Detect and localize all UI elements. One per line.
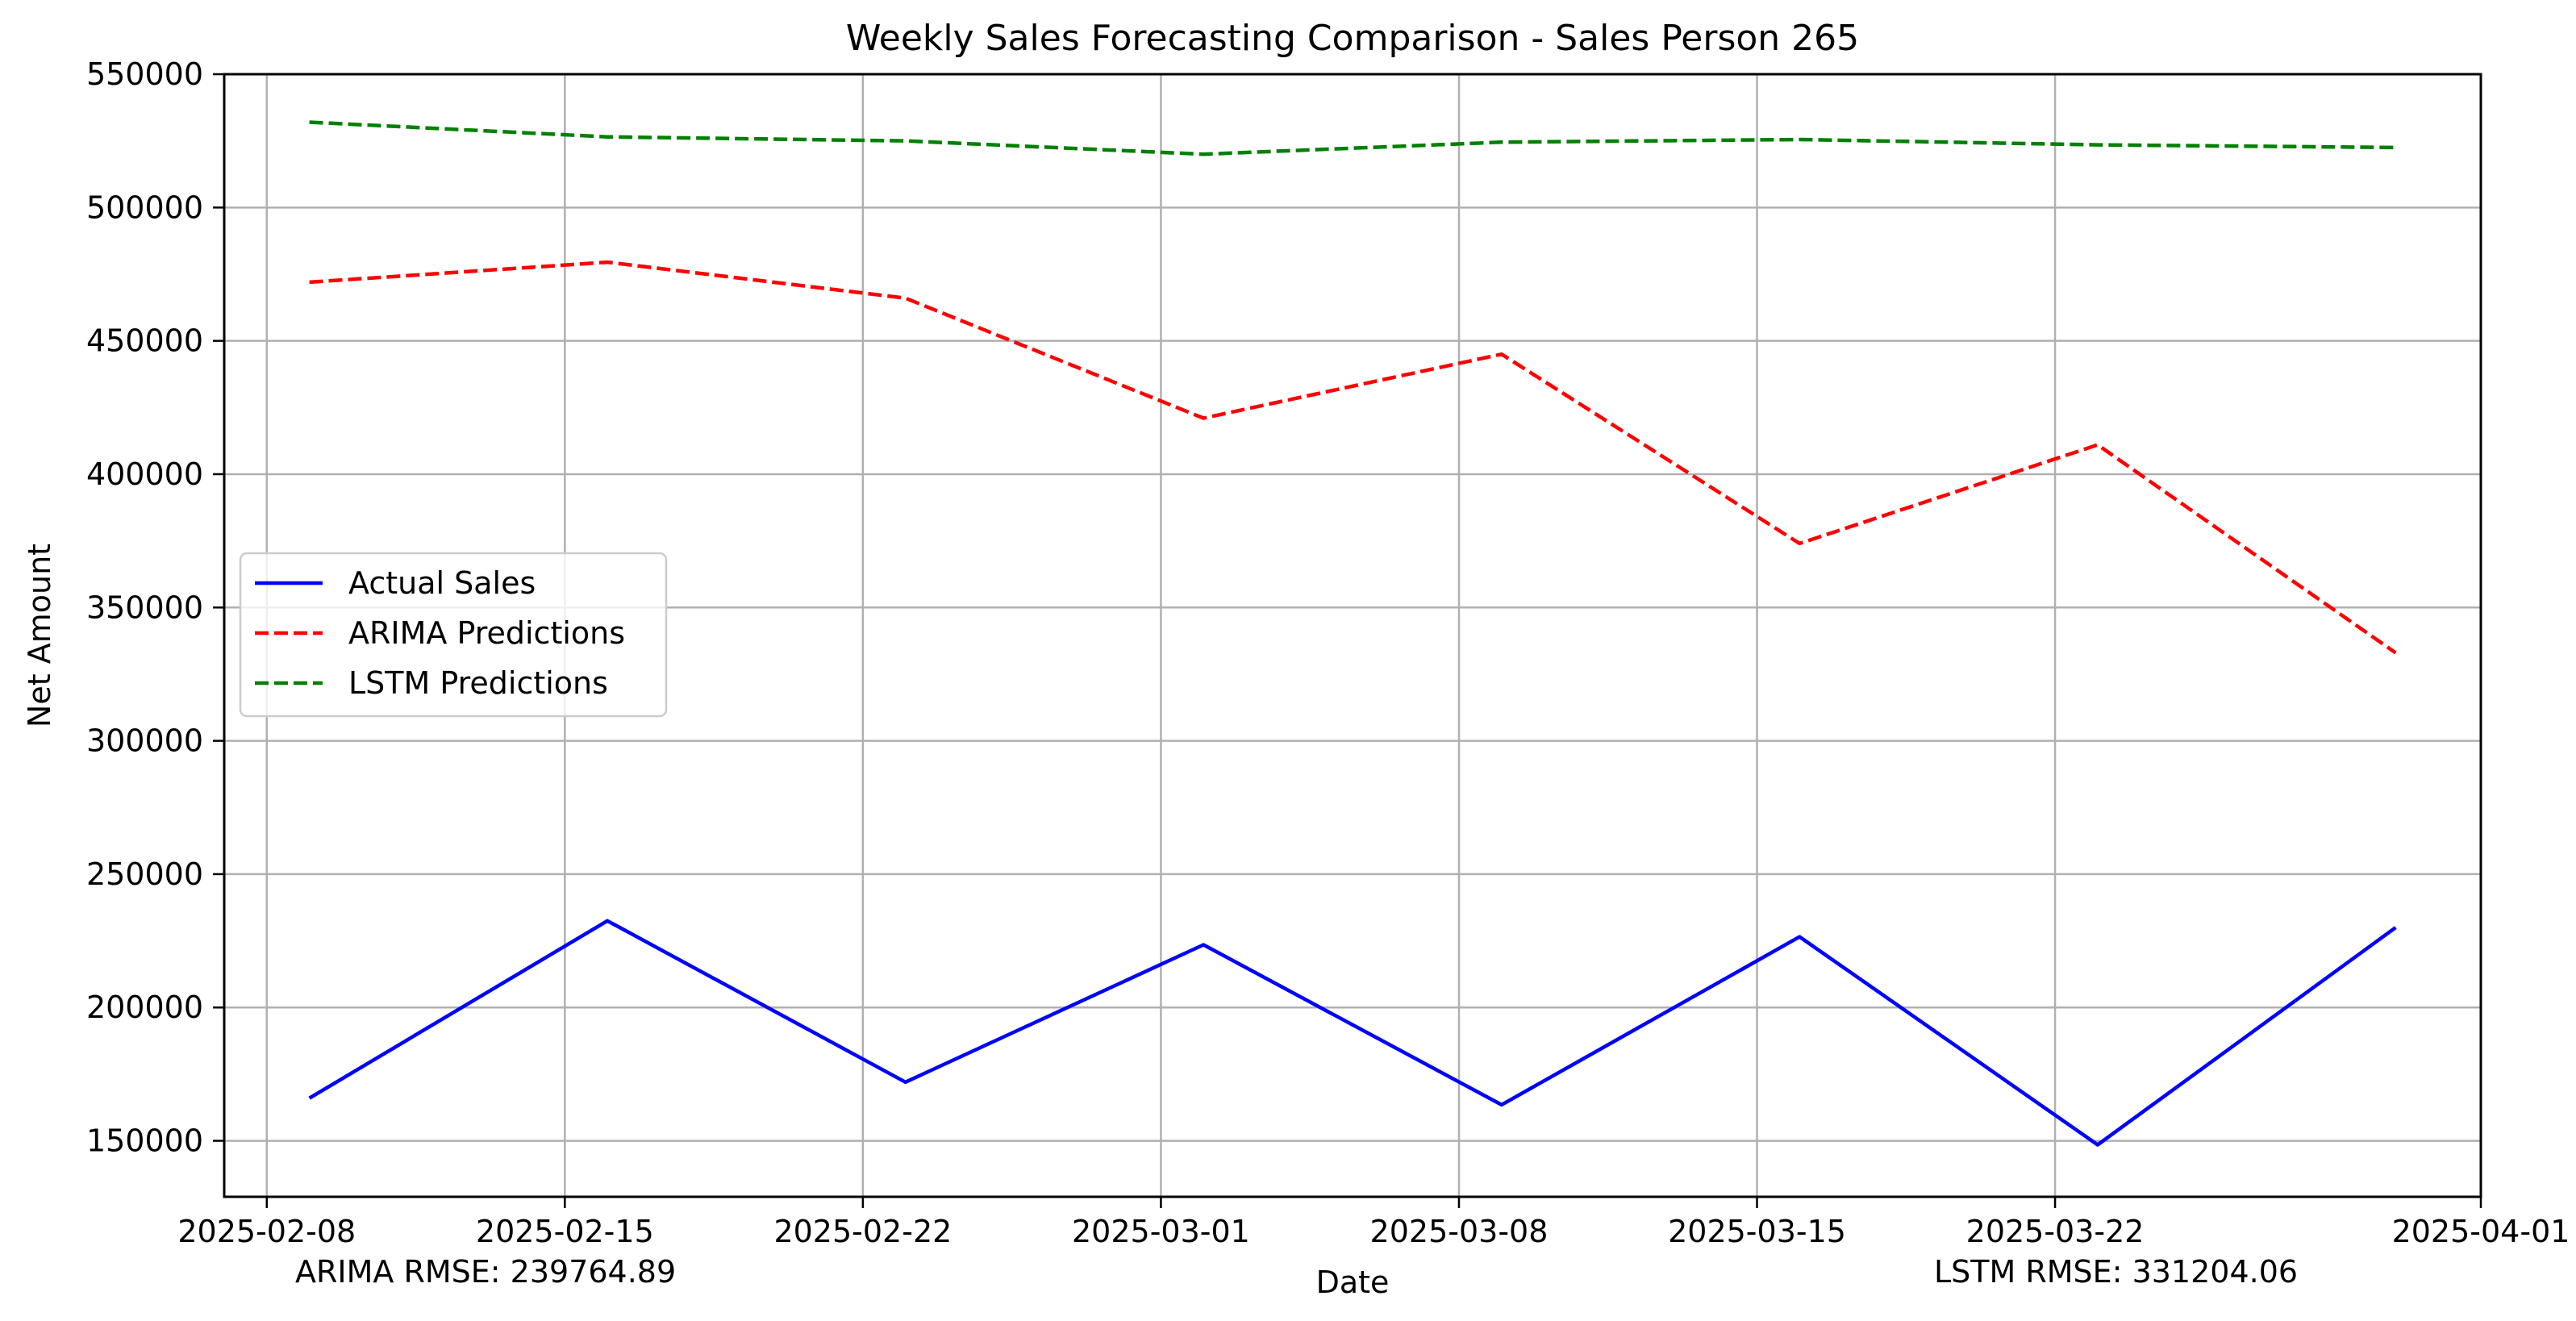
legend: Actual Sales ARIMA Predictions LSTM Predic… (239, 552, 668, 718)
y-tick-label: 250000 (86, 856, 203, 892)
y-tick-label: 500000 (86, 190, 203, 225)
x-tick-label: 2025-03-22 (1966, 1214, 2145, 1249)
x-tick-label: 2025-04-01 (2392, 1214, 2570, 1249)
x-axis-label: Date (1316, 1265, 1390, 1300)
y-tick-label: 450000 (86, 323, 203, 359)
y-tick-label: 300000 (86, 723, 203, 759)
x-tick-label: 2025-03-01 (1072, 1214, 1250, 1249)
y-tick-label: 150000 (86, 1123, 203, 1159)
series-lines (308, 120, 2397, 1147)
legend-label-3: LSTM Predictions (348, 665, 608, 701)
series-line-1 (308, 919, 2397, 1147)
x-tick-label: 2025-02-15 (476, 1214, 654, 1249)
y-tick-label: 350000 (86, 590, 203, 625)
x-axis: 2025-02-08 2025-02-15 2025-02-22 2025-03-01… (177, 1197, 2570, 1249)
chart-title: Weekly Sales Forecasting Comparison - Sa… (846, 18, 1859, 59)
y-tick-label: 550000 (86, 56, 203, 92)
x-tick-label: 2025-02-22 (773, 1214, 952, 1249)
y-tick-label: 400000 (86, 456, 203, 492)
y-axis-label: Net Amount (22, 544, 57, 727)
y-axis: 150000 200000 250000 300000 350000 400000 4500… (86, 56, 224, 1159)
x-tick-label: 2025-02-08 (177, 1214, 356, 1249)
x-tick-label: 2025-03-08 (1370, 1214, 1549, 1249)
lstm-rmse-annotation: LSTM RMSE: 331204.06 (1934, 1254, 2298, 1290)
legend-label-1: Actual Sales (348, 565, 536, 601)
y-tick-label: 200000 (86, 990, 203, 1025)
legend-box (239, 552, 668, 718)
arima-rmse-annotation: ARIMA RMSE: 239764.89 (295, 1254, 676, 1290)
x-tick-label: 2025-03-15 (1668, 1214, 1846, 1249)
series-line-2 (309, 260, 2397, 655)
plot-frame (223, 73, 2482, 1198)
legend-label-2: ARIMA Predictions (348, 615, 625, 651)
